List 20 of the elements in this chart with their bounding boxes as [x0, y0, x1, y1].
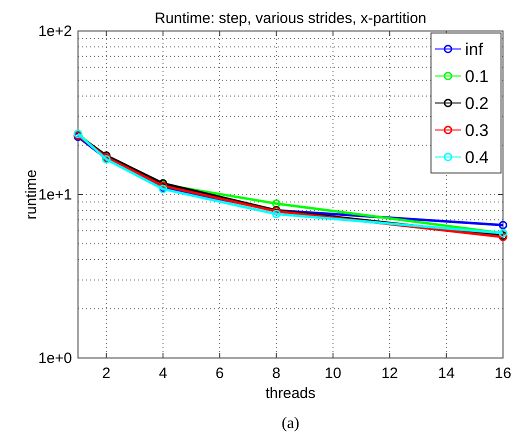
legend-label: 0.4: [465, 148, 489, 167]
x-tick-label: 14: [438, 365, 455, 382]
x-axis-title: threads: [265, 385, 316, 402]
y-tick-label: 1e+0: [38, 350, 72, 367]
x-tick-label: 8: [272, 365, 281, 382]
legend-label: 0.1: [465, 67, 489, 86]
chart-title: Runtime: step, various strides, x-partition: [154, 10, 426, 27]
x-tick-label: 2: [102, 365, 111, 382]
x-tick-label: 12: [381, 365, 398, 382]
x-tick-label: 16: [494, 365, 512, 382]
text: (a): [282, 415, 300, 432]
legend-label: inf: [465, 40, 484, 59]
legend-label: 0.2: [465, 94, 489, 113]
x-tick-label: 6: [215, 365, 224, 382]
y-axis-title: runtime: [23, 169, 40, 220]
y-tick-label: 1e+1: [38, 186, 72, 204]
legend-label: 0.3: [465, 121, 489, 140]
x-tick-label: 4: [158, 365, 168, 382]
y-tick-label: 1e+2: [38, 23, 72, 40]
x-tick-label: 10: [324, 365, 342, 382]
